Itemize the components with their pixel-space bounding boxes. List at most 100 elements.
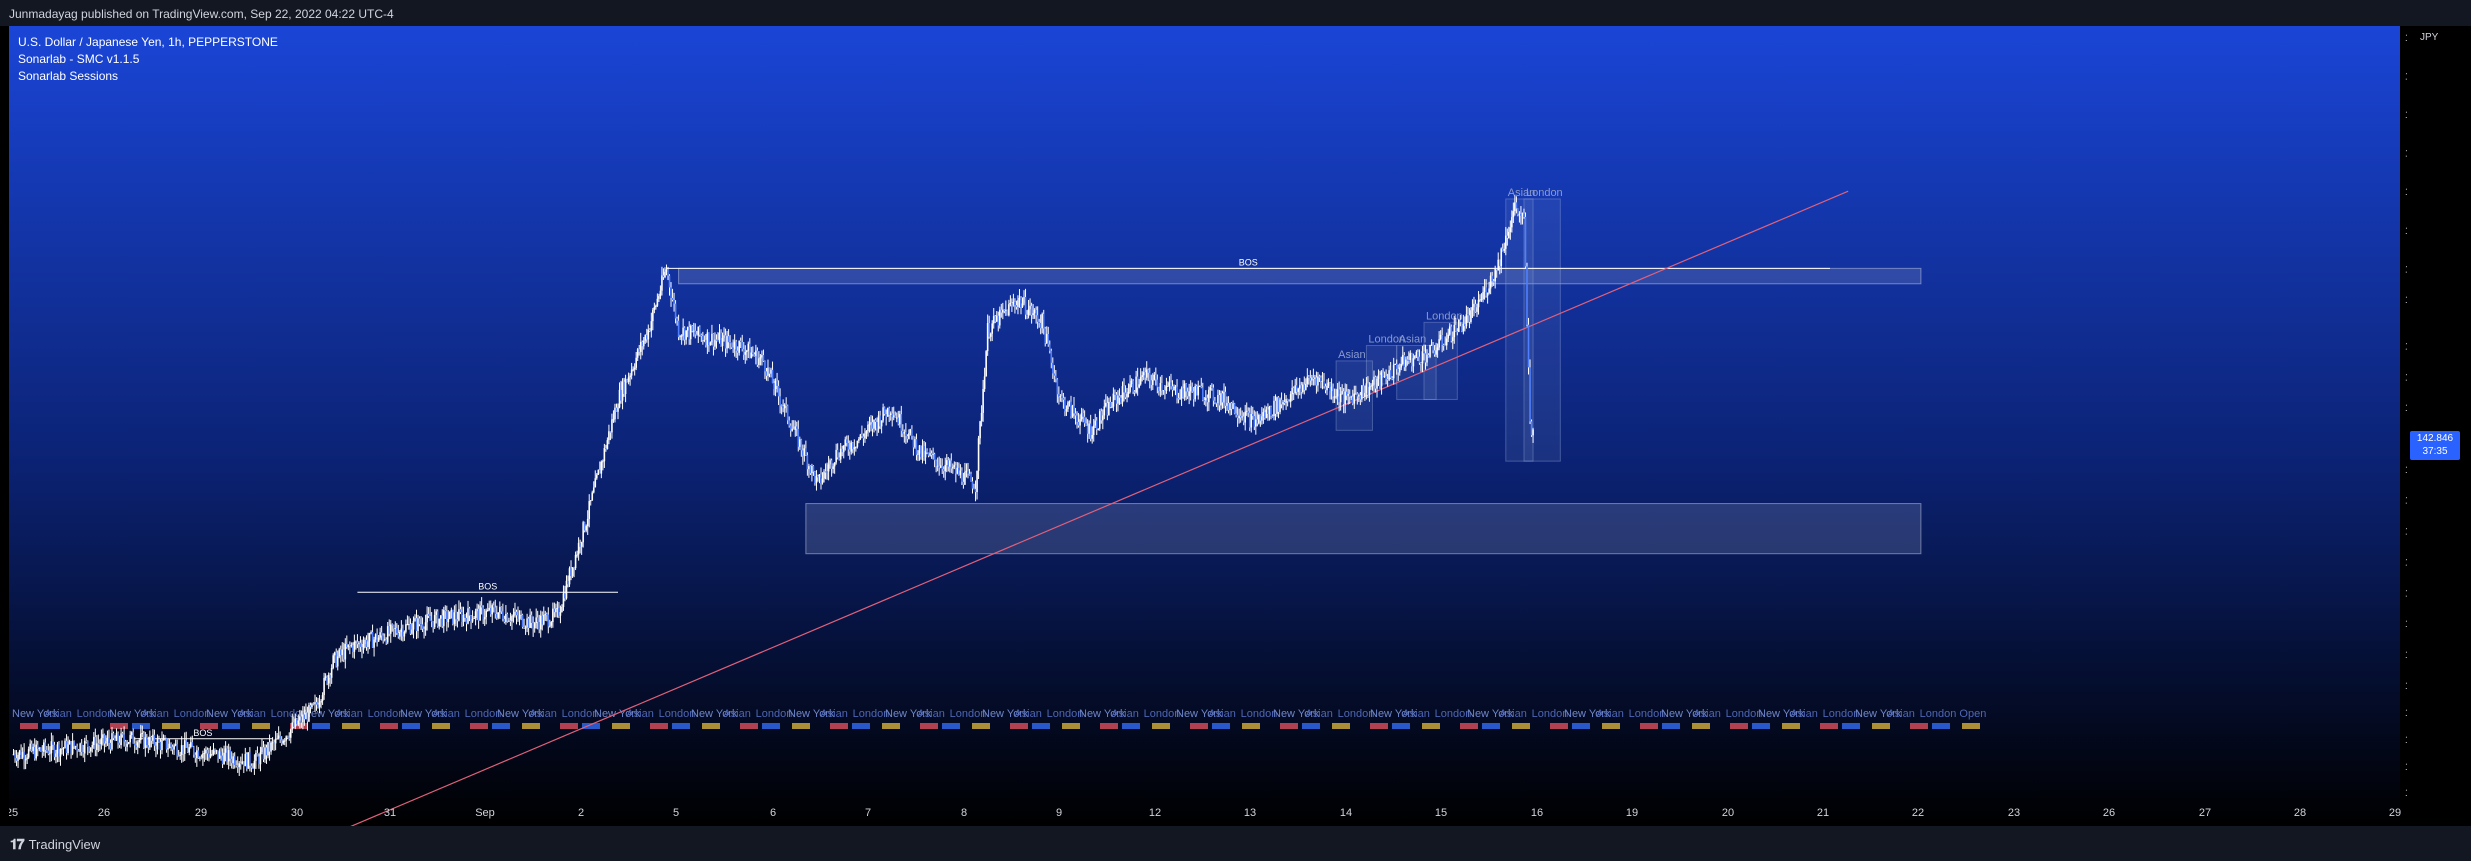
candle-body (594, 478, 597, 488)
candle-body (421, 624, 424, 629)
candle-body (524, 627, 527, 629)
candle-body (185, 740, 188, 748)
candle-body (89, 747, 92, 752)
chart-legend: U.S. Dollar / Japanese Yen, 1h, PEPPERST… (18, 34, 278, 85)
candle-body (795, 426, 798, 429)
candle-body (1091, 434, 1093, 439)
candle-body (503, 618, 506, 623)
candle-body (1323, 380, 1325, 387)
candle-body (1205, 397, 1207, 401)
candle-body (1064, 399, 1066, 412)
candle-body (241, 761, 244, 764)
session-block (972, 723, 990, 729)
candle-body (1100, 411, 1103, 421)
candle-body (727, 336, 730, 343)
candle-body (1445, 338, 1448, 346)
session-block (1872, 723, 1890, 729)
candle-body (897, 417, 900, 425)
candle-body (1261, 416, 1263, 421)
x-tick-label: 5 (673, 807, 679, 819)
y-tick-label: 142.400 (2405, 465, 2407, 476)
indicator-sessions-label[interactable]: Sonarlab Sessions (18, 69, 119, 83)
candle-body (188, 747, 191, 753)
candle-body (1444, 345, 1446, 347)
candle-body (494, 607, 497, 615)
candle-body (738, 340, 740, 353)
supply-demand-zone (678, 267, 1922, 285)
candle-body (1479, 299, 1481, 301)
candle-body (471, 618, 474, 622)
candle-body (1398, 367, 1401, 373)
session-label: London (1047, 708, 1084, 720)
candle-body (900, 414, 903, 431)
candle-body (1436, 347, 1439, 351)
session-label: London (950, 708, 987, 720)
candle-body (453, 612, 456, 624)
candle-body (1350, 396, 1353, 398)
candle-body (496, 614, 498, 618)
session-block (740, 723, 758, 729)
candle-body (379, 632, 381, 638)
candle-body (1491, 275, 1493, 282)
candle-body (983, 376, 986, 389)
candle-body (1389, 370, 1392, 378)
candle-body (626, 379, 628, 382)
candle-body (1401, 355, 1404, 365)
candle-body (812, 466, 815, 472)
candle-body (1397, 368, 1400, 373)
candle-body (868, 424, 871, 426)
candle-body (941, 465, 944, 470)
candle-body (667, 269, 669, 276)
candle-body (1203, 400, 1206, 402)
candle-body (206, 749, 209, 754)
candle-body (532, 622, 534, 629)
candle-body (324, 676, 327, 678)
candle-body (1417, 351, 1419, 357)
candle-body (450, 609, 453, 612)
candle-body (856, 440, 859, 447)
candle-body (91, 745, 94, 748)
candle-body (265, 747, 268, 756)
y-axis[interactable]: 148.000 147.500 147.000 146.500 146.000 145.5… (2400, 26, 2407, 826)
candle-body (43, 742, 45, 752)
candle-body (1132, 380, 1134, 392)
candle-body (308, 705, 310, 722)
candle-body (350, 645, 353, 647)
candle-body (233, 756, 236, 766)
candle-body (611, 419, 613, 433)
symbol-label[interactable]: U.S. Dollar / Japanese Yen, 1h, PEPPERST… (18, 35, 278, 49)
candle-body (873, 419, 875, 429)
candle-body (1282, 402, 1284, 405)
candle-body (252, 767, 254, 769)
candle-body (661, 275, 663, 291)
candle-body (1277, 397, 1280, 412)
session-label: New York (400, 708, 447, 720)
session-label: London (368, 708, 405, 720)
candle-body (579, 542, 581, 547)
y-tick-label: 140.000 (2405, 650, 2407, 661)
candle-body (1329, 382, 1331, 392)
candle-body (1406, 359, 1409, 361)
y-tick-label: 144.000 (2405, 341, 2407, 352)
candle-body (1098, 411, 1101, 429)
candle-body (171, 746, 174, 750)
candle-body (1000, 309, 1003, 313)
tradingview-logo[interactable]: 𝟏𝟕 TradingView (10, 836, 100, 853)
candle-body (521, 614, 524, 627)
indicator-smc-label[interactable]: Sonarlab - SMC v1.1.5 (18, 52, 140, 66)
candle-body (1026, 314, 1028, 316)
candle-body (1124, 392, 1127, 398)
candle-body (1058, 394, 1060, 397)
candle-body (65, 740, 68, 754)
candle-body (88, 746, 91, 752)
candle-body (991, 323, 994, 334)
candle-body (1230, 403, 1233, 409)
x-axis[interactable]: 2526293031Sep256789121314151619202122232… (9, 807, 2401, 819)
session-label: London (562, 708, 599, 720)
candle-body (1433, 350, 1436, 355)
candle-body (1156, 379, 1159, 388)
candle-body (1189, 386, 1192, 392)
candle-body (705, 339, 707, 346)
candle-body (235, 765, 238, 767)
